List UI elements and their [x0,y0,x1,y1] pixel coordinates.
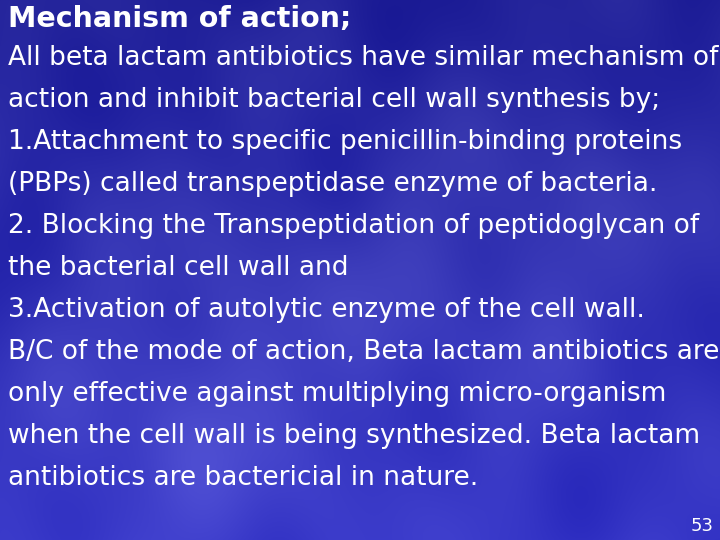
Text: antibiotics are bactericial in nature.: antibiotics are bactericial in nature. [8,465,478,491]
Text: the bacterial cell wall and: the bacterial cell wall and [8,255,348,281]
Text: action and inhibit bacterial cell wall synthesis by;: action and inhibit bacterial cell wall s… [8,87,660,113]
Text: 1.Attachment to specific penicillin-binding proteins: 1.Attachment to specific penicillin-bind… [8,129,682,155]
Text: 53: 53 [691,517,714,535]
Text: 3.Activation of autolytic enzyme of the cell wall.: 3.Activation of autolytic enzyme of the … [8,297,645,323]
Text: (PBPs) called transpeptidase enzyme of bacteria.: (PBPs) called transpeptidase enzyme of b… [8,171,657,197]
Text: when the cell wall is being synthesized. Beta lactam: when the cell wall is being synthesized.… [8,423,700,449]
Text: 2. Blocking the Transpeptidation of peptidoglycan of: 2. Blocking the Transpeptidation of pept… [8,213,699,239]
Text: only effective against multiplying micro-organism: only effective against multiplying micro… [8,381,667,407]
Text: B/C of the mode of action, Beta lactam antibiotics are: B/C of the mode of action, Beta lactam a… [8,339,719,365]
Text: All beta lactam antibiotics have similar mechanism of: All beta lactam antibiotics have similar… [8,45,719,71]
Text: Mechanism of action;: Mechanism of action; [8,5,351,33]
